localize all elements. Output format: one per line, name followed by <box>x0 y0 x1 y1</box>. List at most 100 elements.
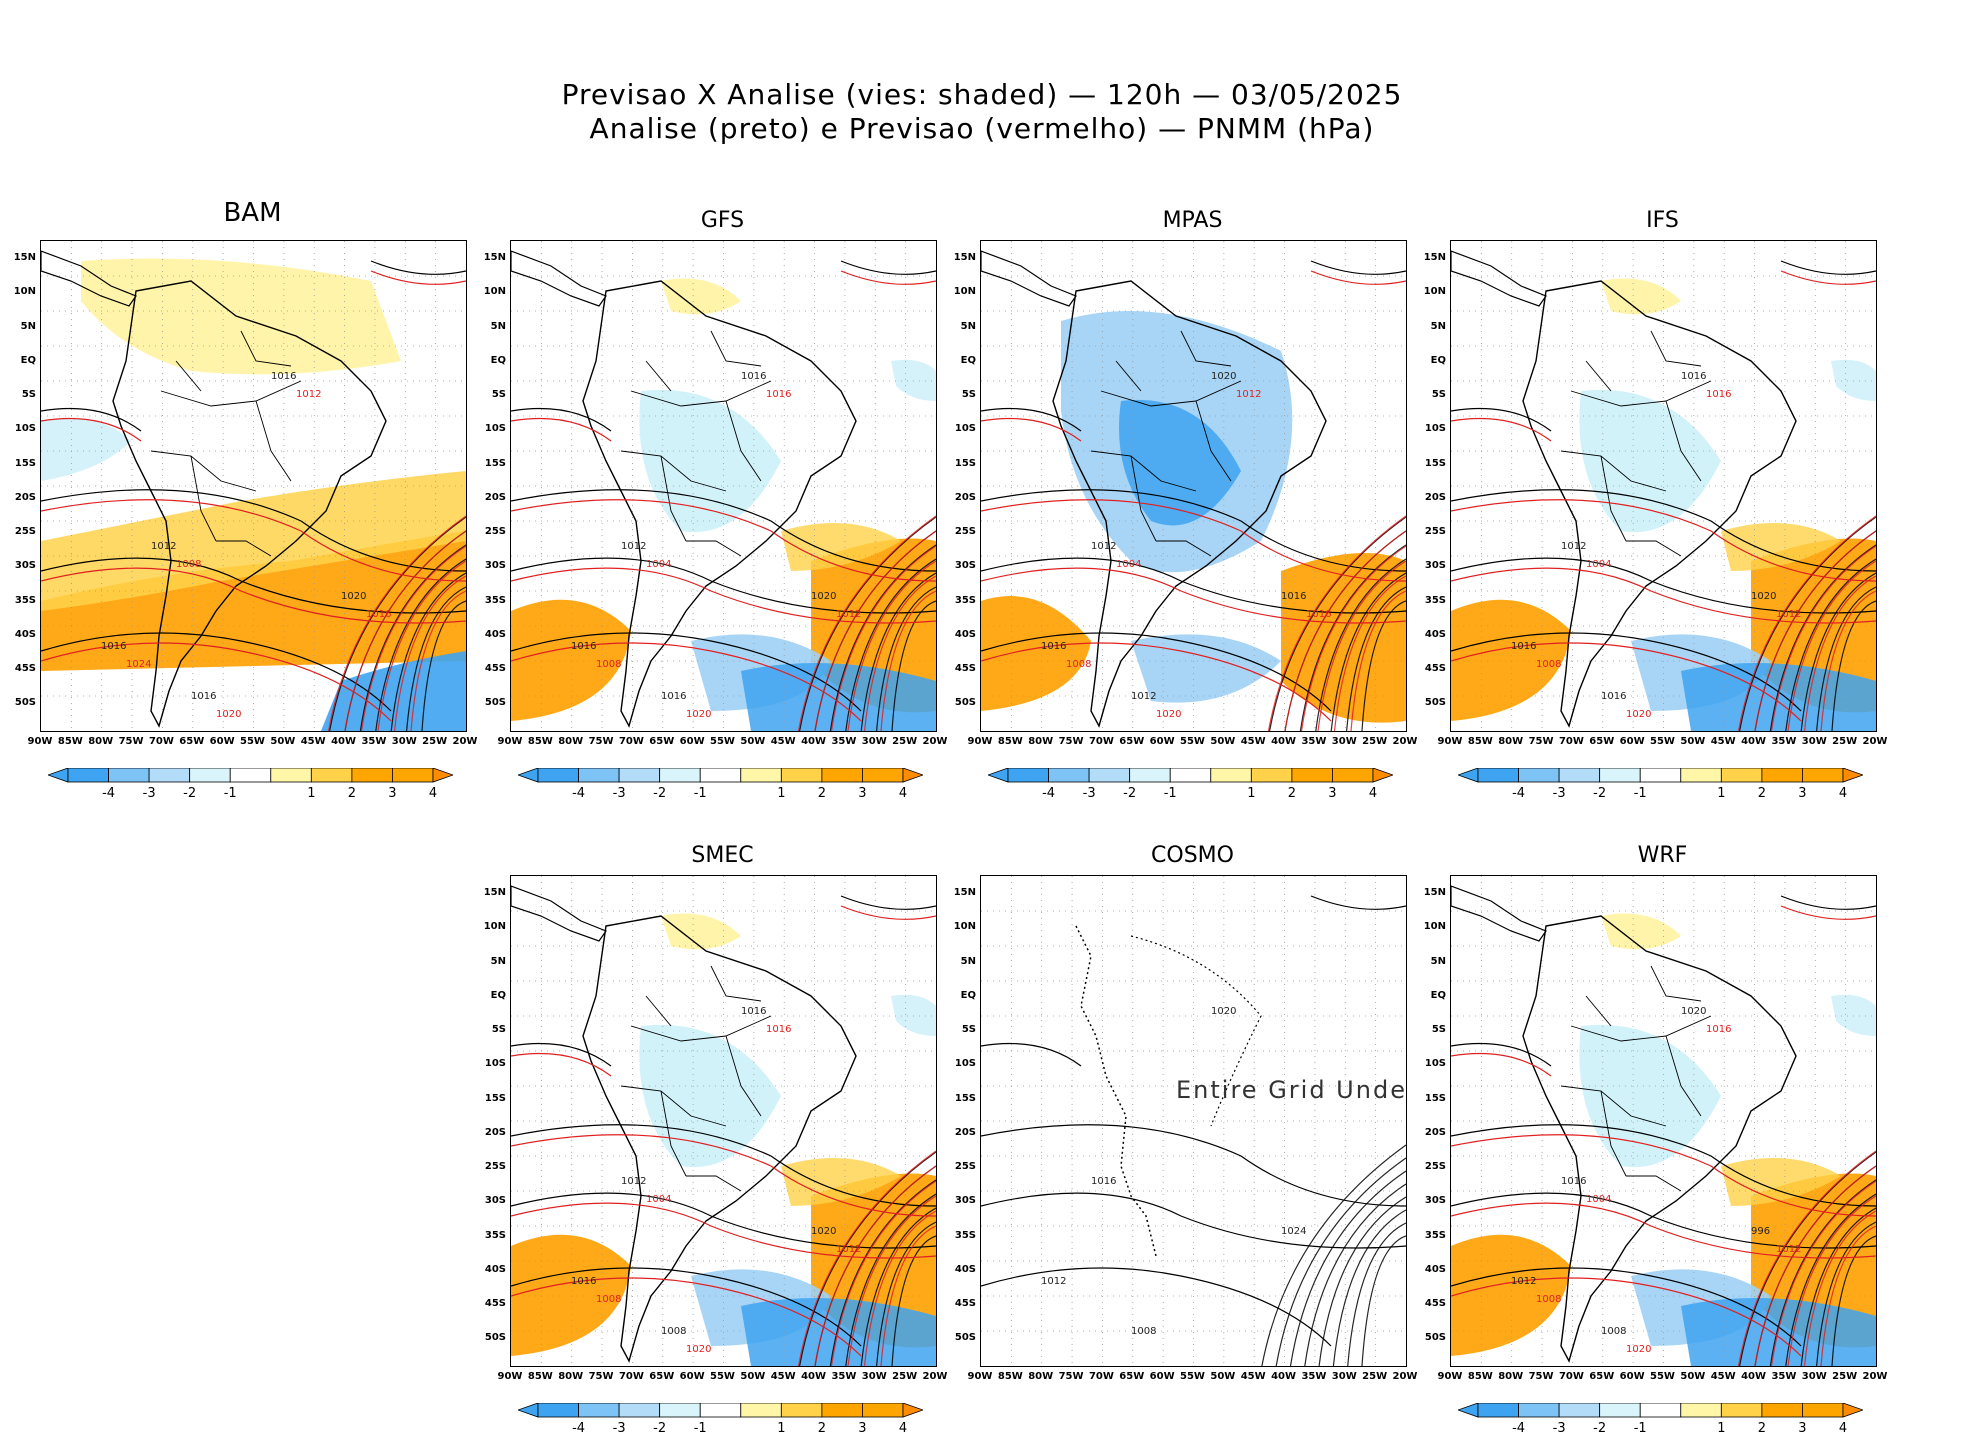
lat-tick-label: 15S <box>1424 1092 1446 1104</box>
lon-tick-label: 20W <box>452 736 478 747</box>
lat-tick-label: 45S <box>1424 663 1446 675</box>
lon-tick-label: 90W <box>1437 1371 1463 1382</box>
lat-tick-label: 5N <box>1430 320 1446 332</box>
colorbar-label: 3 <box>1798 786 1807 801</box>
lat-tick-label: 20S <box>954 1126 976 1138</box>
analysis-contour-label: 1020 <box>1751 591 1777 602</box>
lon-tick-label: 75W <box>1058 736 1084 747</box>
colorbar-label: 3 <box>1328 786 1337 801</box>
lon-tick-label: 80W <box>1498 736 1524 747</box>
lon-tick-label: 25W <box>1362 736 1388 747</box>
lat-tick-label: 15S <box>484 1092 506 1104</box>
lon-tick-label: 60W <box>1619 736 1645 747</box>
lat-tick-label: 10S <box>14 423 36 435</box>
analysis-contour-label: 1012 <box>1131 691 1157 702</box>
lon-tick-label: 70W <box>618 736 644 747</box>
colorbar-label: -2 <box>653 786 667 801</box>
lat-tick-label: 30S <box>954 1195 976 1207</box>
lon-tick-label: 20W <box>922 1371 948 1382</box>
lon-tick-label: 85W <box>1467 736 1493 747</box>
lon-tick-label: 35W <box>1771 1371 1797 1382</box>
lat-tick-label: 40S <box>954 1263 976 1275</box>
colorbar-label: 2 <box>347 786 357 801</box>
lon-tick-label: 65W <box>1119 1371 1145 1382</box>
colorbar-label: 1 <box>777 786 786 801</box>
analysis-contour-label: 1016 <box>1601 691 1627 702</box>
lon-tick-label: 75W <box>588 736 614 747</box>
lon-tick-label: 65W <box>1589 1371 1615 1382</box>
lon-tick-label: 50W <box>740 1371 766 1382</box>
colorbar-label: 3 <box>1798 1421 1807 1436</box>
map-svg <box>41 241 466 731</box>
analysis-contour-label: 1020 <box>811 1226 837 1237</box>
lon-tick-label: 75W <box>1058 1371 1084 1382</box>
forecast-contour-label: 1004 <box>1586 559 1612 570</box>
lat-tick-label: 25S <box>954 1161 976 1173</box>
analysis-contour-label: 1016 <box>101 641 127 652</box>
lon-tick-label: 30W <box>861 736 887 747</box>
colorbar-label: -3 <box>1082 786 1096 801</box>
analysis-contour-label: 1016 <box>1091 1176 1117 1187</box>
colorbar-label: -3 <box>612 1421 626 1436</box>
map-area: 1016 1012 1016 1020 1008 1016 1012 1020 1008 1004 <box>510 875 937 1367</box>
lat-tick-label: 40S <box>484 628 506 640</box>
lat-tick-label: 20S <box>1424 1126 1446 1138</box>
colorbar-label: -4 <box>1512 1421 1526 1436</box>
lon-tick-label: 25W <box>1832 1371 1858 1382</box>
colorbar-label: -1 <box>1633 786 1647 801</box>
lon-tick-label: 40W <box>331 736 357 747</box>
lat-tick-label: 5S <box>961 389 976 401</box>
subtitle: Analise (preto) e Previsao (vermelho) — … <box>589 112 1375 145</box>
analysis-contour-label: 1016 <box>271 371 297 382</box>
lon-tick-label: 70W <box>1558 736 1584 747</box>
lon-tick-label: 30W <box>1801 736 1827 747</box>
lat-tick-label: EQ <box>20 354 36 366</box>
forecast-contour-label: 1008 <box>596 659 622 670</box>
lat-tick-label: 5S <box>1431 1024 1446 1036</box>
colorbar-label: -4 <box>1042 786 1056 801</box>
lon-tick-label: 80W <box>1498 1371 1524 1382</box>
lat-tick-label: 5N <box>960 320 976 332</box>
lon-tick-label: 35W <box>1301 736 1327 747</box>
lat-tick-label: 15N <box>1423 252 1446 263</box>
forecast-contour-label: 1016 <box>1706 389 1732 400</box>
lat-tick-label: 20S <box>484 491 506 503</box>
colorbar: -4 -3 -2 -1 1 2 3 4 <box>516 1402 925 1443</box>
forecast-contour-label: 1012 <box>836 609 862 620</box>
colorbar-label: 2 <box>817 1421 827 1436</box>
map-area: 1016 1012 1020 1016 1012 1012 1016 1020 1008 1004 <box>980 240 1407 732</box>
analysis-contour-label: 1020 <box>1211 371 1237 382</box>
lon-tick-label: 65W <box>1589 736 1615 747</box>
lon-tick-label: 55W <box>1650 736 1675 747</box>
lon-tick-label: 90W <box>497 1371 523 1382</box>
lat-tick-label: 25S <box>484 526 506 538</box>
lat-tick-label: 40S <box>1424 628 1446 640</box>
colorbar: -4 -3 -2 -1 1 2 3 4 <box>1456 767 1865 808</box>
map-svg <box>511 876 936 1366</box>
colorbar-label: 4 <box>898 1421 908 1436</box>
lon-tick-label: 60W <box>679 736 705 747</box>
lon-tick-label: 80W <box>1028 1371 1054 1382</box>
analysis-contour-label: 1012 <box>151 541 177 552</box>
colorbar-label: -4 <box>102 786 116 801</box>
lon-tick-label: 75W <box>588 1371 614 1382</box>
lat-tick-label: 10N <box>483 921 506 933</box>
lon-tick-label: 40W <box>1271 736 1297 747</box>
colorbar-label: 4 <box>428 786 438 801</box>
forecast-contour-label: 1008 <box>1066 659 1092 670</box>
lon-tick-label: 85W <box>997 1371 1023 1382</box>
lat-tick-label: 50S <box>954 697 976 709</box>
lat-tick-label: 35S <box>954 1229 976 1241</box>
lon-tick-label: 50W <box>1680 736 1706 747</box>
analysis-contour-label: 1024 <box>1281 1226 1307 1237</box>
forecast-contour-label: 1008 <box>1536 1294 1562 1305</box>
lon-tick-label: 30W <box>1331 736 1357 747</box>
forecast-contour-label: 1020 <box>686 709 712 720</box>
analysis-contour-label: 1008 <box>661 1326 687 1337</box>
colorbar-label: 3 <box>388 786 397 801</box>
lat-tick-label: 30S <box>1424 1195 1446 1207</box>
lon-tick-label: 85W <box>57 736 83 747</box>
lat-tick-label: 10S <box>954 423 976 435</box>
analysis-contour-label: 1020 <box>341 591 367 602</box>
lon-tick-label: 20W <box>1392 1371 1418 1382</box>
